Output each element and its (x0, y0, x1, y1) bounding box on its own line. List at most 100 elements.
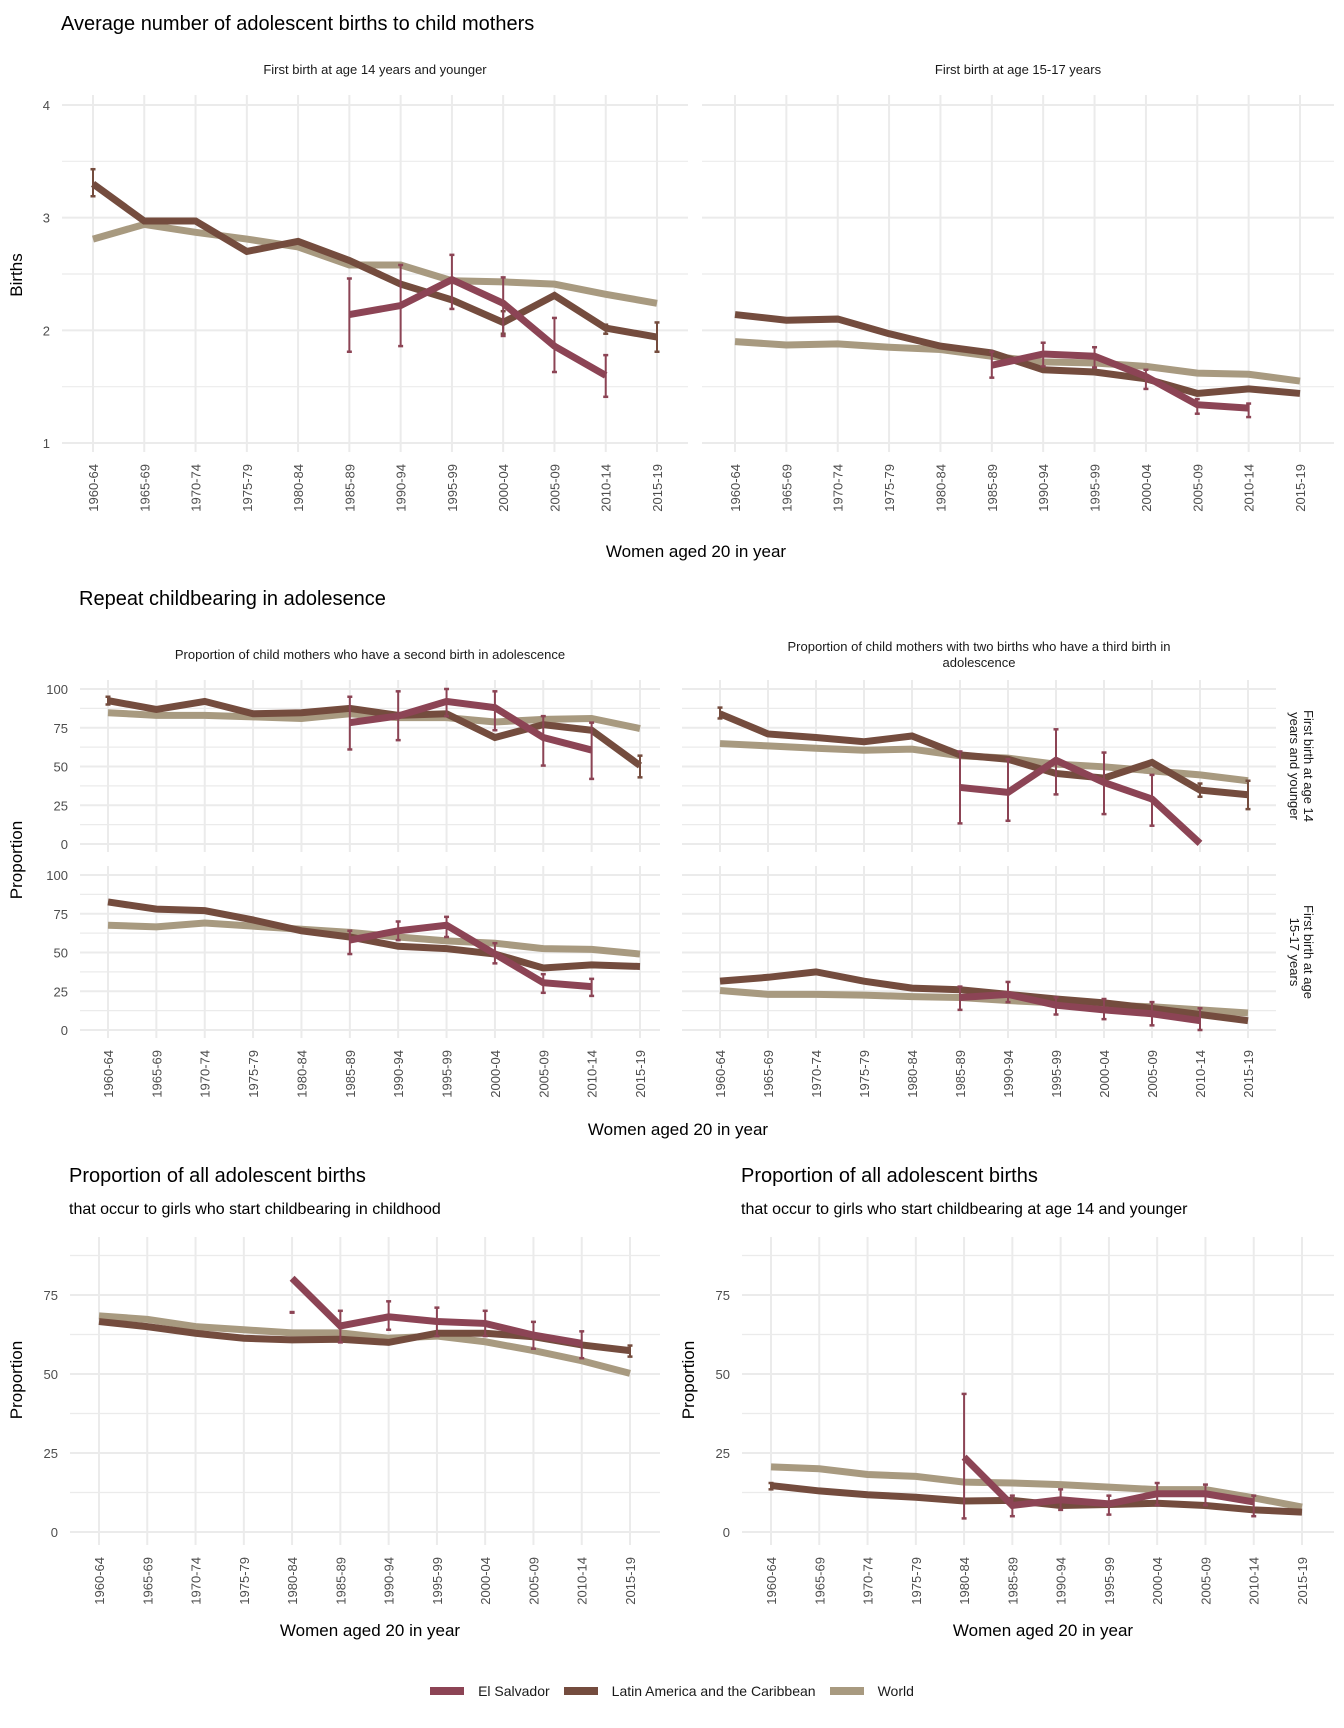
error-bar (1149, 1000, 1155, 1027)
error-bar (395, 690, 401, 742)
y-tick-label: 0 (723, 1525, 730, 1540)
error-bar (434, 1306, 440, 1338)
y-axis-title: Births (7, 253, 26, 296)
x-tick-label: 1995-99 (440, 1050, 455, 1098)
y-tick-label: 75 (54, 721, 68, 736)
x-tick-label: 1970-74 (809, 1050, 824, 1098)
x-tick-label: 1985-89 (1005, 1557, 1020, 1605)
error-bar (637, 754, 643, 779)
x-tick-label: 2010-14 (1193, 1050, 1208, 1098)
x-tick-label: 1975-79 (240, 464, 255, 512)
x-tick-label: 1965-69 (761, 1050, 776, 1098)
x-tick-label: 2010-14 (1247, 1557, 1262, 1605)
error-bar (957, 750, 963, 825)
x-tick-label: 1960-64 (728, 464, 743, 512)
series-line-latin-america-and-the-caribbean (719, 968, 1249, 1025)
y-tick-label: 3 (43, 211, 50, 226)
error-bar (1197, 1007, 1203, 1032)
error-bar (482, 1309, 488, 1338)
error-bar (1005, 757, 1011, 822)
panel-share-14-younger: 0 25 50 75 1960-64 1965-69 1970-74 1975-79 1980-… (716, 1237, 1334, 1605)
x-tick-label: 2015-19 (650, 464, 665, 512)
series-latin-america-and-the-caribbean (107, 898, 641, 972)
x-tick-label: 1985-89 (342, 464, 357, 512)
error-bar (1053, 728, 1059, 796)
series-line-latin-america-and-the-caribbean (718, 710, 1249, 799)
chart-title-share-childhood: Proportion of all adolescent births (69, 1165, 366, 1187)
x-tick-label: 2010-14 (575, 1557, 590, 1605)
error-bar (1246, 402, 1252, 419)
x-tick-label: 1970-74 (831, 464, 846, 512)
x-tick-label: 1980-84 (933, 464, 948, 512)
x-tick-label: 1990-94 (1036, 464, 1051, 512)
error-bar (717, 706, 723, 720)
series-latin-america-and-the-caribbean (717, 706, 1251, 811)
error-bar (105, 695, 111, 706)
x-tick-label: 1990-94 (382, 1557, 397, 1605)
x-tick-label: 2000-04 (1097, 1050, 1112, 1098)
series-world (92, 220, 658, 307)
x-tick-label: 1975-79 (909, 1557, 924, 1605)
x-tick-label: 1970-74 (189, 464, 204, 512)
error-bar (386, 1300, 392, 1332)
chart-title-repeat: Repeat childbearing in adolesence (79, 588, 386, 610)
series-el-salvador (347, 915, 595, 998)
series-line-latin-america-and-the-caribbean (90, 181, 658, 341)
series-line-el-salvador (991, 350, 1249, 412)
legend-label-lac: Latin America and the Caribbean (611, 1683, 816, 1699)
y-tick-label: 50 (44, 1367, 58, 1382)
x-tick-label: 2005-09 (1145, 1050, 1160, 1098)
row-strip-label: First birth at age 14 (1301, 710, 1316, 822)
y-tick-label: 75 (44, 1288, 58, 1303)
series-el-salvador (957, 728, 1203, 846)
row-strip-label: First birth at age (1301, 905, 1316, 999)
error-bar (347, 929, 353, 956)
x-tick-label: 1980-84 (294, 1050, 309, 1098)
series-el-salvador (289, 1275, 585, 1360)
x-tick-label: 1965-69 (140, 1557, 155, 1605)
x-tick-label: 1965-69 (137, 464, 152, 512)
series-line-world (770, 1463, 1303, 1511)
x-tick-label: 1965-69 (149, 1050, 164, 1098)
panel-avg-births-0: 1 2 3 4 1960-64 1965-69 1970-74 1975-79 1980-84 1… (43, 95, 688, 512)
x-tick-label: 2005-09 (536, 1050, 551, 1098)
x-tick-label: 1995-99 (1088, 464, 1103, 512)
panel-repeat-r1-c1: 1960-64 1965-69 1970-74 1975-79 1980-84 1985-… (682, 866, 1276, 1098)
column-strip-label: adolescence (943, 655, 1016, 670)
error-bar (540, 714, 546, 767)
error-bar (337, 1309, 343, 1344)
error-bar (768, 1481, 774, 1491)
series-el-salvador (957, 980, 1203, 1032)
error-bar (961, 1392, 967, 1520)
x-tick-label: 2000-04 (478, 1557, 493, 1605)
series-el-salvador (347, 687, 595, 781)
x-tick-label: 2010-14 (585, 1050, 600, 1098)
series-line-el-salvador (959, 756, 1203, 846)
x-tick-label: 1975-79 (246, 1050, 261, 1098)
x-tick-label: 2005-09 (526, 1557, 541, 1605)
x-tick-label: 1985-89 (333, 1557, 348, 1605)
x-tick-label: 1985-89 (953, 1050, 968, 1098)
error-bar (492, 690, 498, 732)
y-axis-title: Proportion (679, 1341, 698, 1419)
error-bar (1106, 1494, 1112, 1516)
y-tick-label: 100 (46, 682, 68, 697)
column-strip-label: Proportion of child mothers with two bir… (788, 639, 1171, 654)
error-bar (654, 321, 660, 353)
error-bar (540, 972, 546, 995)
legend-key-lac (563, 1687, 598, 1695)
x-tick-label: 1980-84 (957, 1557, 972, 1605)
series-line-world (98, 1312, 631, 1377)
x-tick-label: 1995-99 (1049, 1050, 1064, 1098)
x-tick-label: 2000-04 (496, 464, 511, 512)
x-tick-label: 2015-19 (1293, 464, 1308, 512)
panel-strip-label: First birth at age 14 years and younger (263, 62, 487, 77)
x-tick-label: 1960-64 (92, 1557, 107, 1605)
row-strip-label: 15-17 years (1287, 918, 1302, 987)
y-tick-label: 0 (61, 837, 68, 852)
series-latin-america-and-the-caribbean (734, 311, 1301, 397)
x-axis-title: Women aged 20 in year (606, 542, 787, 561)
chart-subtitle-share-14-younger: that occur to girls who start childbeari… (741, 1201, 1188, 1218)
x-tick-label: 2000-04 (488, 1050, 503, 1098)
